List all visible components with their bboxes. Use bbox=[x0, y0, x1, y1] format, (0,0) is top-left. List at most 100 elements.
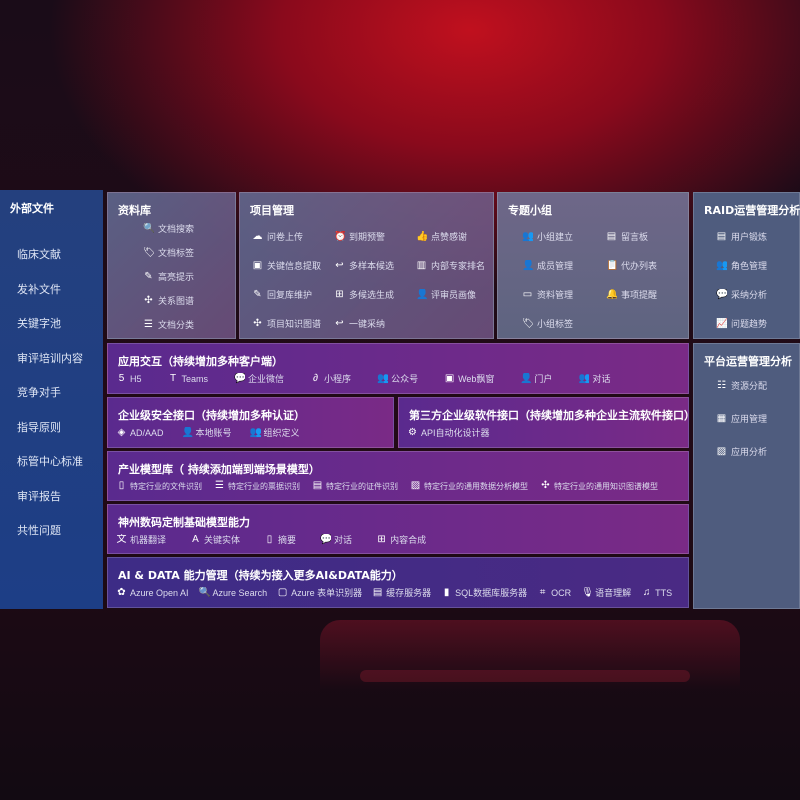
industry-item[interactable]: ▨ 特定行业的通用数据分析模型 bbox=[410, 480, 528, 492]
library-item[interactable]: 🔍 文档搜索 bbox=[143, 222, 194, 235]
interaction-item[interactable]: 5 H5 bbox=[116, 373, 142, 385]
aidata-item[interactable]: ▢ Azure 表单识别器 bbox=[277, 586, 362, 599]
industry-item[interactable]: ▤ 特定行业的证件识别 bbox=[312, 480, 398, 492]
project-item[interactable]: ↩ 多样本候选 bbox=[334, 259, 394, 272]
group-item[interactable]: 👥 小组建立 bbox=[522, 230, 573, 243]
platform-item[interactable]: ☷ 资源分配 bbox=[716, 379, 767, 392]
ai-data-panel: AI & DATA 能力管理（持续为接入更多AI&DATA能力） ✿ Azure O… bbox=[107, 557, 689, 608]
interaction-item[interactable]: T Teams bbox=[168, 373, 208, 385]
sidebar-title: 外部文件 bbox=[10, 202, 54, 215]
item-label: SQL数据库服务器 bbox=[455, 588, 528, 598]
item-label: 文档搜索 bbox=[158, 224, 195, 234]
security-item[interactable]: 👤 本地账号 bbox=[182, 426, 232, 439]
project-item[interactable]: ↩ 一键采纳 bbox=[334, 317, 385, 330]
aidata-items-row: ✿ Azure Open AI 🔍 Azure Search ▢ Azure 表单识别器 ▤… bbox=[116, 586, 672, 599]
security-item[interactable]: 👥 组织定义 bbox=[250, 426, 300, 439]
library-item[interactable]: ✣ 关系图谱 bbox=[143, 294, 194, 307]
sidebar-item[interactable]: 标管中心标准 bbox=[17, 455, 83, 468]
sidebar-item[interactable]: 共性问题 bbox=[17, 524, 61, 537]
interaction-item[interactable]: ▣ Web飘窗 bbox=[444, 372, 495, 385]
interaction-item[interactable]: 👥 对话 bbox=[578, 372, 610, 385]
base-item[interactable]: ⊞ 内容合成 bbox=[376, 533, 426, 546]
item-label: 组织定义 bbox=[263, 428, 300, 438]
trend-icon: 📈 bbox=[716, 317, 727, 329]
aidata-item[interactable]: ▤ 缓存服务器 bbox=[372, 586, 431, 599]
mic-icon: 🎙 bbox=[581, 586, 593, 598]
thirdparty-item[interactable]: ⚙ API自动化设计器 bbox=[407, 426, 490, 439]
aidata-item[interactable]: 🔍 Azure Search bbox=[199, 587, 268, 599]
library-item[interactable]: 🏷 文档标签 bbox=[143, 246, 194, 259]
project-item[interactable]: ✎ 回复库维护 bbox=[252, 288, 312, 301]
aidata-item[interactable]: ⌗ OCR bbox=[537, 587, 571, 599]
interaction-item[interactable]: 💬 企业微信 bbox=[234, 372, 284, 385]
item-label: Azure Search bbox=[212, 587, 268, 598]
aidata-item[interactable]: ▮ SQL数据库服务器 bbox=[441, 586, 527, 599]
project-item[interactable]: ▥ 内部专家排名 bbox=[416, 259, 485, 272]
project-item[interactable]: 👤 评审员画像 bbox=[416, 288, 476, 301]
project-item[interactable]: ▣ 关键信息提取 bbox=[252, 259, 321, 272]
group-panel: 专题小组 👥 小组建立 ▤ 留言板 👤 成员管理 📋 代办列表 ▭ 资料管理 🔔 事项提醒 🏷 小组标签 bbox=[497, 192, 689, 339]
sidebar-item[interactable]: 临床文献 bbox=[17, 248, 61, 261]
sidebar-item[interactable]: 审评培训内容 bbox=[17, 351, 83, 365]
org-icon: 👥 bbox=[249, 426, 261, 438]
item-label: 门户 bbox=[534, 374, 553, 384]
industry-item[interactable]: ▯ 特定行业的文件识别 bbox=[116, 480, 202, 492]
project-item[interactable]: ☁ 问卷上传 bbox=[252, 230, 304, 243]
thirdparty-panel: 第三方企业级软件接口（持续增加多种企业主流软件接口） ⚙ API自动化设计器 bbox=[398, 397, 695, 448]
sidebar-item[interactable]: 关键字池 bbox=[17, 317, 61, 330]
item-label: 企业微信 bbox=[248, 374, 285, 384]
group-item[interactable]: ▤ 留言板 bbox=[606, 230, 648, 243]
security-item[interactable]: ◈ AD/AAD bbox=[116, 427, 164, 439]
sidebar-item[interactable]: 竞争对手 bbox=[17, 386, 61, 399]
project-item[interactable]: ⊞ 多候选生成 bbox=[334, 288, 394, 301]
aidata-item[interactable]: 🎙 语音理解 bbox=[581, 586, 631, 599]
group-item[interactable]: ▭ 资料管理 bbox=[522, 288, 573, 301]
group-item[interactable]: 🏷 小组标签 bbox=[522, 317, 573, 330]
project-item[interactable]: ✣ 项目知识图谱 bbox=[252, 317, 321, 330]
item-label: API自动化设计器 bbox=[421, 428, 490, 438]
group-item[interactable]: 👤 成员管理 bbox=[522, 259, 573, 272]
external-files-sidebar: 外部文件 临床文献发补文件关键字池审评培训内容 竞争对手指导原则标管中心标准 审评报… bbox=[0, 190, 103, 609]
project-item[interactable]: 👍 点赞感谢 bbox=[416, 230, 467, 243]
raid-item[interactable]: 👥 角色管理 bbox=[716, 259, 767, 272]
base-model-panel: 神州数码定制基础模型能力文机器翻译 A 关键实体 ▯ 摘要 💬 对话 ⊞ 内容合成 bbox=[107, 504, 689, 554]
group-item[interactable]: 🔔 事项提醒 bbox=[606, 288, 657, 301]
industry-item[interactable]: ☰ 特定行业的票据识别 bbox=[214, 480, 300, 492]
item-label: 对话 bbox=[592, 374, 611, 384]
item-label: Web飘窗 bbox=[458, 374, 495, 384]
raid-item[interactable]: 💬 采纳分析 bbox=[716, 288, 767, 301]
base-item[interactable]: A 关键实体 bbox=[190, 533, 240, 546]
aidata-item[interactable]: ✿ Azure Open AI bbox=[116, 587, 188, 599]
base-item[interactable]: 💬 对话 bbox=[320, 533, 352, 546]
panel-title: RAID运营管理分析 bbox=[704, 204, 800, 217]
platform-item[interactable]: ▦ 应用管理 bbox=[716, 412, 767, 425]
aidata-item[interactable]: ♫ TTS bbox=[641, 587, 672, 599]
base-item[interactable]: ▯ 摘要 bbox=[264, 533, 296, 546]
mini-program-icon: ∂ bbox=[313, 372, 319, 384]
sidebar-item[interactable]: 审评报告 bbox=[17, 489, 61, 503]
interaction-item[interactable]: 👥 公众号 bbox=[377, 372, 418, 385]
raid-item[interactable]: 📈 问题趋势 bbox=[716, 317, 767, 330]
base-item[interactable]: 文机器翻译 bbox=[116, 533, 167, 546]
podium-icon: ▥ bbox=[416, 259, 427, 271]
industry-panel: 产业模型库（ 持续添加端到端场景模型） ▯ 特定行业的文件识别 ☰ 特定行业的票据识别 ▤… bbox=[107, 451, 689, 501]
tag-icon: 🏷 bbox=[522, 317, 533, 329]
sidebar-item[interactable]: 发补文件 bbox=[17, 282, 61, 296]
item-label: 多样本候选 bbox=[349, 261, 395, 271]
search-icon: 🔍 bbox=[198, 586, 210, 598]
library-item[interactable]: ☰ 文档分类 bbox=[143, 318, 194, 331]
panel-title: 平台运营管理分析 bbox=[704, 355, 792, 368]
raid-item[interactable]: ▤ 用户锻炼 bbox=[716, 230, 767, 243]
interaction-item[interactable]: 👤 门户 bbox=[520, 372, 552, 385]
group-item[interactable]: 📋 代办列表 bbox=[606, 259, 657, 272]
project-item[interactable]: ⏰ 到期预警 bbox=[334, 230, 385, 243]
industry-item[interactable]: ✣ 特定行业的通用知识图谱模型 bbox=[540, 480, 658, 492]
platform-item[interactable]: ▨ 应用分析 bbox=[716, 445, 767, 458]
sidebar-item[interactable]: 指导原则 bbox=[17, 420, 61, 434]
item-label: 小程序 bbox=[324, 374, 352, 384]
library-item[interactable]: ✎ 高亮提示 bbox=[143, 270, 194, 283]
item-label: 文档分类 bbox=[158, 320, 195, 330]
interaction-item[interactable]: ∂ 小程序 bbox=[310, 372, 351, 385]
item-label: 应用管理 bbox=[731, 414, 768, 424]
item-label: 小组标签 bbox=[537, 319, 574, 329]
